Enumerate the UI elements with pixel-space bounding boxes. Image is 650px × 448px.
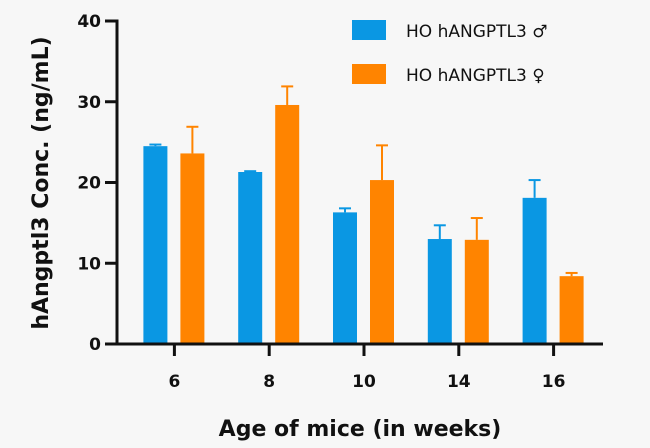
bar — [522, 197, 547, 344]
bar — [180, 153, 205, 344]
y-ticks-group: 0 10 20 30 40 — [77, 12, 117, 355]
error-bars-group — [149, 85, 578, 277]
bar — [275, 104, 300, 344]
x-tick-label: 10 — [352, 372, 376, 392]
bar — [238, 172, 263, 344]
legend-label: HO hANGPTL3 ♂ — [406, 22, 547, 42]
bar — [464, 239, 489, 344]
x-ticks-group: 6 8 10 14 16 — [168, 344, 565, 392]
x-tick-label: 8 — [263, 372, 275, 392]
bar — [370, 180, 394, 344]
legend-swatch — [352, 64, 386, 84]
bar — [143, 146, 168, 344]
y-tick-label: 0 — [89, 335, 101, 355]
y-tick-label: 10 — [77, 254, 101, 274]
bar — [427, 239, 452, 344]
y-tick-label: 20 — [77, 174, 101, 194]
legend-label: HO hANGPTL3 ♀ — [406, 66, 545, 86]
x-axis-title: Age of mice (in weeks) — [219, 417, 502, 442]
y-axis-title: hAngptl3 Conc. (ng/mL) — [29, 36, 54, 329]
x-tick-label: 16 — [542, 372, 566, 392]
x-tick-label: 6 — [168, 372, 180, 392]
legend: HO hANGPTL3 ♂ HO hANGPTL3 ♀ — [352, 20, 547, 86]
bars-group — [143, 104, 584, 344]
x-tick-label: 14 — [447, 372, 471, 392]
bar — [559, 276, 584, 344]
y-tick-label: 30 — [77, 93, 101, 113]
legend-swatch — [352, 20, 386, 40]
y-tick-label: 40 — [77, 12, 101, 32]
bar — [333, 212, 357, 344]
